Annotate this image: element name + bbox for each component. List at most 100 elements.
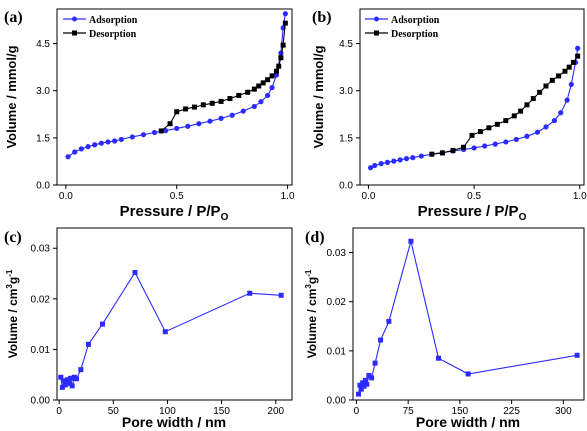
series-point-d-14 — [465, 371, 471, 377]
adsorption-point-a-10 — [140, 132, 147, 138]
ticks-c — [53, 247, 277, 404]
ticks-a — [53, 43, 289, 189]
y-tick-label-a-0: 0.0 — [36, 181, 50, 192]
x-tick-label-d-1: 75 — [403, 406, 415, 417]
desorption-point-a-16 — [191, 104, 197, 110]
desorption-point-a-18 — [174, 109, 180, 115]
legend-label-desorption-a: Desorption — [89, 29, 137, 40]
desorption-point-b-2 — [566, 64, 572, 70]
series-point-d-7 — [366, 372, 372, 378]
y-tick-label-b-2: 3.0 — [339, 86, 353, 97]
desorption-point-a-9 — [251, 86, 257, 92]
legend-marker-desorption-a — [72, 30, 77, 36]
adsorption-point-a-8 — [118, 136, 124, 143]
legend-label-adsorption-a: Adsorption — [89, 15, 138, 26]
plot-frame-d — [352, 227, 585, 401]
series-point-d-6 — [364, 381, 370, 387]
adsorption-point-b-13 — [471, 145, 477, 151]
adsorption-point-b-18 — [524, 133, 530, 139]
desorption-point-a-5 — [269, 73, 275, 79]
adsorption-point-a-27 — [282, 11, 288, 17]
adsorption-point-a-21 — [258, 99, 264, 105]
adsorption-point-b-7 — [410, 155, 416, 161]
series-point-d-10 — [378, 337, 384, 343]
desorption-line-a — [160, 23, 286, 132]
x-tick-label-d-4: 300 — [555, 406, 572, 417]
adsorption-point-b-6 — [403, 156, 410, 162]
x-tick-label-c-2: 100 — [159, 406, 176, 417]
legend-label-adsorption-b: Adsorption — [391, 15, 440, 26]
ticks-b — [356, 43, 581, 189]
series-point-c-1 — [59, 384, 65, 390]
y-tick-labels-d: 0.00 0.01 0.02 0.03 — [327, 248, 347, 406]
series-point-c-5 — [66, 380, 72, 386]
series-point-c-2 — [61, 378, 67, 384]
y-tick-label-d-2: 0.02 — [327, 297, 347, 308]
series-point-d-3 — [360, 380, 366, 386]
x-tick-labels-d: 0 75 150 225 300 — [354, 406, 572, 417]
series-point-d-1 — [357, 382, 363, 388]
series-point-d-15 — [574, 352, 580, 358]
adsorption-point-b-0 — [367, 165, 374, 171]
desorption-point-b-11 — [511, 113, 517, 119]
series-point-d-8 — [369, 375, 375, 381]
adsorption-point-a-12 — [163, 128, 169, 134]
desorption-point-a-3 — [276, 63, 282, 69]
desorption-point-a-0 — [282, 20, 288, 26]
panel-c: (c) 0 50 100 150 200 0.00 0.01 0.02 0.03 Pore w… — [4, 227, 293, 430]
desorption-point-a-15 — [200, 102, 206, 108]
adsorption-point-b-21 — [551, 117, 558, 124]
series-d — [356, 238, 580, 397]
adsorption-point-b-17 — [513, 136, 519, 143]
desorption-point-a-2 — [278, 55, 284, 61]
y-tick-labels-b: 0.0 1.5 3.0 4.5 — [339, 39, 353, 191]
series-point-c-16 — [278, 292, 284, 298]
series-point-c-10 — [78, 367, 84, 373]
series-point-d-0 — [356, 391, 362, 397]
desorption-point-b-20 — [429, 151, 435, 157]
adsorption-point-a-18 — [229, 112, 235, 118]
y-tick-label-d-3: 0.03 — [327, 248, 347, 259]
x-tick-label-b-1: 0.5 — [467, 191, 481, 202]
x-tick-label-b-0: 0.0 — [361, 191, 375, 202]
adsorption-point-b-14 — [482, 143, 488, 149]
desorption-point-a-11 — [236, 92, 242, 98]
desorption-point-b-13 — [494, 121, 500, 127]
desorption-point-b-5 — [549, 77, 555, 83]
adsorption-point-a-23 — [269, 84, 275, 91]
adsorption-point-a-6 — [105, 139, 111, 145]
x-tick-label-a-2: 1.0 — [281, 191, 295, 202]
y-tick-label-b-3: 4.5 — [339, 39, 353, 50]
ticks-d — [349, 252, 564, 404]
x-axis-label-a: Pressure / P/PO — [120, 203, 229, 223]
adsorption-point-a-4 — [92, 142, 98, 148]
panel-label-a: (a) — [4, 9, 23, 26]
legend-label-desorption-b: Desorption — [391, 29, 439, 40]
desorption-point-b-6 — [543, 83, 549, 89]
legend-b: Adsorption Desorption — [365, 15, 440, 40]
adsorption-line-a — [67, 13, 286, 158]
series-a — [65, 11, 288, 160]
panel-label-c: (c) — [4, 229, 22, 246]
desorption-point-b-1 — [570, 59, 576, 65]
y-axis-label-d: Volume / cm3g-1 — [304, 269, 319, 358]
series-point-d-12 — [408, 238, 414, 244]
desorption-point-b-12 — [503, 118, 509, 124]
y-axis-label-a: Volume / mmol/g — [4, 45, 19, 148]
x-axis-label-c: Pore width / nm — [122, 414, 226, 430]
desorption-point-a-20 — [158, 128, 164, 134]
adsorption-point-b-19 — [534, 129, 541, 135]
desorption-point-b-4 — [556, 73, 562, 79]
series-point-d-13 — [436, 355, 442, 361]
adsorption-point-b-5 — [397, 157, 403, 163]
series-point-c-0 — [58, 374, 64, 380]
series-point-d-2 — [358, 386, 364, 392]
series-line-d — [357, 241, 578, 395]
y-tick-label-c-0: 0.00 — [31, 396, 51, 407]
plot-frame-c — [56, 227, 293, 401]
series-point-d-4 — [361, 383, 367, 389]
adsorption-point-a-19 — [240, 108, 246, 114]
y-tick-label-c-3: 0.03 — [31, 244, 51, 255]
adsorption-point-a-0 — [65, 154, 71, 160]
x-tick-labels-c: 0 50 100 150 200 — [56, 406, 284, 417]
